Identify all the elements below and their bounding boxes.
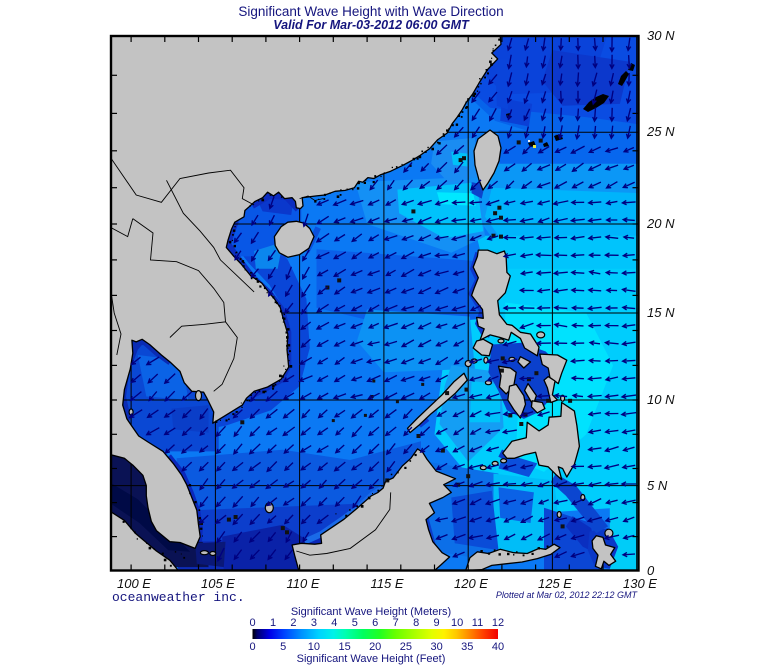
- svg-text:35: 35: [461, 641, 473, 653]
- svg-text:110 E: 110 E: [286, 576, 319, 591]
- svg-text:11: 11: [472, 617, 483, 629]
- svg-text:Significant Wave Height (Meter: Significant Wave Height (Meters): [291, 606, 451, 618]
- svg-text:15: 15: [338, 641, 350, 653]
- svg-text:125 E: 125 E: [538, 576, 572, 591]
- svg-text:oceanweather inc.: oceanweather inc.: [112, 590, 245, 605]
- svg-text:20: 20: [369, 641, 381, 653]
- svg-text:0: 0: [249, 641, 255, 653]
- svg-text:5: 5: [352, 617, 358, 629]
- svg-text:20 N: 20 N: [646, 216, 675, 231]
- svg-text:12: 12: [492, 617, 504, 629]
- svg-text:Valid For Mar-03-2012 06:00 GM: Valid For Mar-03-2012 06:00 GMT: [273, 18, 470, 32]
- svg-text:0: 0: [249, 617, 255, 629]
- svg-text:0: 0: [647, 563, 655, 578]
- svg-text:25 N: 25 N: [646, 124, 675, 139]
- svg-text:3: 3: [311, 617, 317, 629]
- svg-text:8: 8: [413, 617, 419, 629]
- svg-text:2: 2: [290, 617, 296, 629]
- svg-text:130 E: 130 E: [623, 576, 657, 591]
- svg-text:40: 40: [492, 641, 504, 653]
- svg-text:10: 10: [308, 641, 320, 653]
- svg-text:9: 9: [434, 617, 440, 629]
- svg-text:10 N: 10 N: [647, 392, 675, 407]
- svg-text:7: 7: [393, 617, 399, 629]
- svg-text:105 E: 105 E: [201, 576, 235, 591]
- svg-text:Plotted at Mar 02, 2012 22:12: Plotted at Mar 02, 2012 22:12 GMT: [496, 590, 639, 600]
- svg-text:25: 25: [400, 641, 412, 653]
- svg-text:30 N: 30 N: [647, 28, 675, 43]
- svg-text:15 N: 15 N: [647, 305, 675, 320]
- svg-text:100 E: 100 E: [117, 576, 151, 591]
- svg-text:Significant Wave Height with W: Significant Wave Height with Wave Direct…: [238, 4, 503, 19]
- svg-text:10: 10: [451, 617, 463, 629]
- svg-text:Significant Wave Height (Feet): Significant Wave Height (Feet): [297, 653, 446, 665]
- svg-text:115 E: 115 E: [370, 576, 403, 591]
- svg-text:120 E: 120 E: [454, 576, 488, 591]
- svg-text:5: 5: [280, 641, 286, 653]
- svg-text:30: 30: [430, 641, 442, 653]
- svg-text:6: 6: [372, 617, 378, 629]
- svg-text:1: 1: [270, 617, 276, 629]
- svg-text:4: 4: [331, 617, 337, 629]
- svg-text:5 N: 5 N: [647, 478, 668, 493]
